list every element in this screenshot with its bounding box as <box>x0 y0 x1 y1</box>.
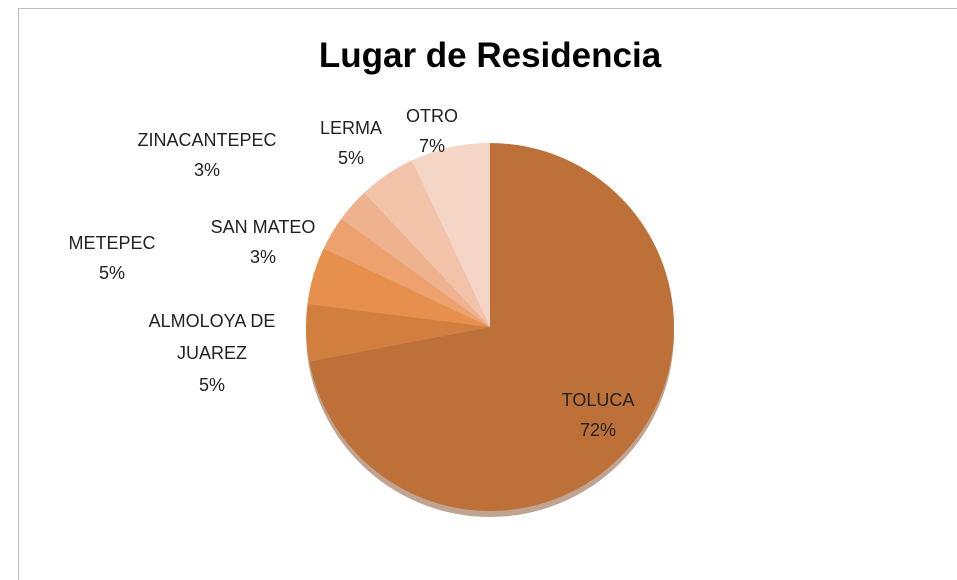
value-label: 5% <box>198 375 225 395</box>
pie-slice <box>411 143 490 327</box>
pie-slice <box>307 248 490 327</box>
slice-label: ALMOLOYA DE JUAREZ 5% <box>127 305 297 401</box>
value-label: 72% <box>579 420 617 440</box>
category-label: TOLUCA <box>561 390 635 410</box>
value-label: 3% <box>193 160 220 180</box>
category-label: SAN MATEO <box>210 217 316 237</box>
slice-label: ZINACANTEPEC 3% <box>107 125 307 185</box>
category-label: LERMA <box>319 118 382 138</box>
pie-slice <box>309 143 675 511</box>
value-label: 5% <box>337 148 364 168</box>
category-label: ALMOLOYA DE JUAREZ <box>148 311 276 363</box>
value-label: 5% <box>98 263 125 283</box>
slice-label: LERMA 5% <box>251 113 451 173</box>
value-label: 7% <box>418 136 445 156</box>
slice-label: METEPEC 5% <box>12 228 212 288</box>
category-label: OTRO <box>406 106 458 126</box>
value-label: 3% <box>249 247 276 267</box>
slice-label: SAN MATEO 3% <box>163 212 363 272</box>
pie-slice <box>323 218 490 327</box>
pie-slice <box>306 303 490 362</box>
pie-slice <box>364 160 490 327</box>
pie-slice <box>341 192 490 327</box>
slice-label: TOLUCA 72% <box>498 385 698 445</box>
category-label: METEPEC <box>68 233 156 253</box>
slice-label: OTRO 7% <box>332 101 532 161</box>
chart-frame <box>18 8 957 580</box>
category-label: ZINACANTEPEC <box>137 130 277 150</box>
chart-title: Lugar de Residencia <box>318 36 662 75</box>
